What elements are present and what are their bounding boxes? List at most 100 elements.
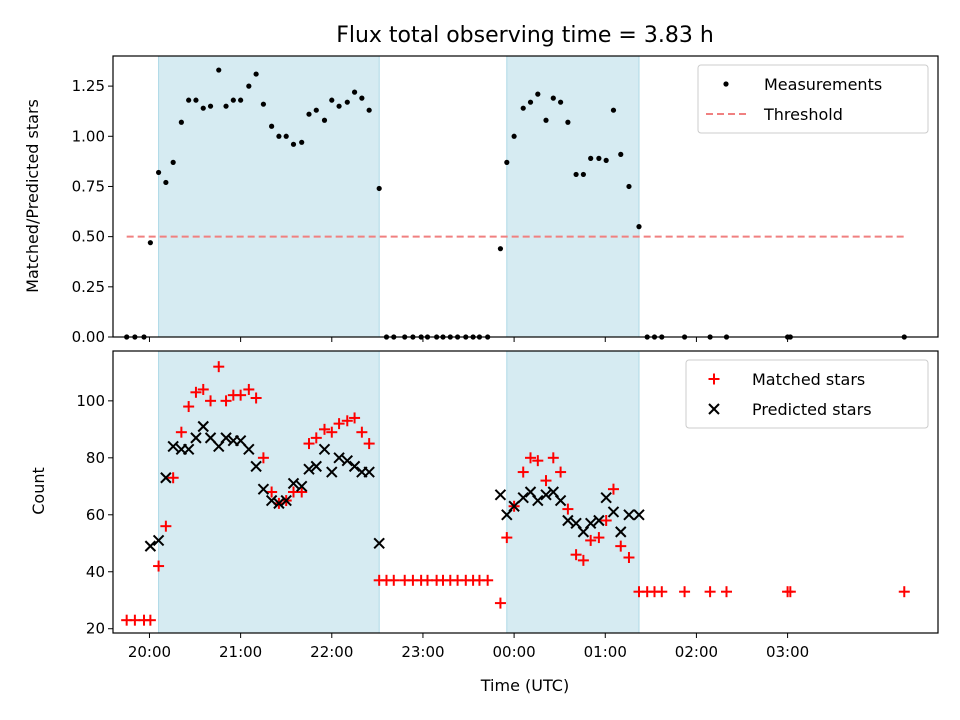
- matched-stars-point: [721, 586, 733, 598]
- measurement-point: [626, 183, 632, 190]
- predicted-stars-point: [295, 480, 308, 493]
- measurement-point: [283, 133, 289, 139]
- measurement-point: [223, 103, 229, 109]
- x-tick-label: 01:00: [584, 643, 627, 661]
- bottom-legend-box: [685, 359, 929, 429]
- matched-stars-point: [388, 574, 400, 586]
- measurement-point: [366, 107, 372, 113]
- matched-stars-point: [318, 423, 330, 435]
- predicted-stars-point: [326, 466, 338, 478]
- bottom-y-axis-label: Count: [29, 467, 48, 515]
- matched-stars-point: [250, 392, 262, 404]
- matched-stars-point: [349, 412, 361, 424]
- measurement-point: [588, 155, 594, 161]
- matched-stars-point: [784, 586, 796, 598]
- measurement-point: [603, 157, 609, 163]
- measurement-point: [306, 111, 312, 117]
- measurement-point: [535, 91, 541, 97]
- top-axes-frame: [112, 55, 939, 338]
- x-tick-label: 20:00: [128, 643, 171, 661]
- measurement-point: [580, 171, 586, 178]
- measurement-point: [543, 117, 549, 123]
- matched-stars-point: [494, 597, 506, 609]
- predicted-stars-point: [144, 540, 157, 552]
- matched-stars-point: [167, 472, 179, 484]
- measurement-point: [193, 97, 199, 103]
- matched-stars-point: [310, 432, 322, 444]
- legend-entry: Matched stars: [708, 370, 865, 389]
- bottom-y-tick-label: 60: [86, 506, 105, 524]
- matched-stars-point: [623, 552, 635, 564]
- predicted-stars-point: [303, 463, 315, 475]
- x-tick-label: 23:00: [401, 643, 444, 661]
- matched-stars-point: [303, 438, 315, 450]
- matched-stars-point: [266, 486, 278, 498]
- measurement-point: [504, 159, 510, 165]
- x-tick-label: 03:00: [766, 643, 809, 661]
- measurement-point: [230, 97, 236, 103]
- measurement-point: [238, 97, 244, 103]
- matched-stars-point: [577, 554, 589, 566]
- measurement-point: [290, 141, 297, 147]
- matched-stars-point: [482, 574, 494, 586]
- matched-stars-point: [341, 415, 353, 427]
- top-y-tick-label: 0.50: [72, 228, 105, 246]
- matched-stars-point: [326, 426, 338, 438]
- top-y-tick-label: 1.00: [72, 127, 105, 145]
- measurement-point: [200, 105, 206, 111]
- bottom-panel-plot: 20 40 60 80 100 20:00 21:00 22:00 23:00 00:00 01:0…: [76, 350, 939, 661]
- x-tick-label: 00:00: [492, 643, 535, 661]
- predicted-stars-point: [341, 454, 353, 467]
- predicted-stars-point: [197, 420, 209, 433]
- matched-stars-point: [153, 560, 165, 572]
- measurement-point: [329, 97, 335, 103]
- measurement-point: [155, 169, 162, 176]
- predicted-stars-point: [160, 472, 172, 484]
- matched-stars-point: [615, 540, 627, 552]
- predicted-stars-point: [280, 494, 292, 507]
- measurement-point: [596, 155, 602, 161]
- legend-entry: Measurements: [723, 75, 882, 94]
- matched-stars-point: [213, 361, 225, 373]
- matched-stars-point: [190, 386, 202, 398]
- matched-stars-point: [704, 586, 716, 598]
- measurement-point: [260, 101, 267, 107]
- matched-stars-point: [532, 455, 544, 467]
- top-y-tick-label: 1.25: [72, 77, 105, 95]
- legend-marker: [708, 403, 720, 415]
- bottom-y-tick-label: 80: [86, 449, 105, 467]
- measurement-point: [170, 159, 176, 165]
- measurement-point: [610, 107, 617, 113]
- top-legend-box: [697, 64, 929, 134]
- matched-stars-point: [363, 438, 375, 450]
- predicted-stars-point: [554, 494, 567, 507]
- top-y-tick-label: 0.75: [72, 177, 105, 195]
- legend-marker: [723, 81, 729, 87]
- matched-stars-point: [555, 466, 567, 478]
- predicted-stars-point: [167, 440, 179, 453]
- bottom-y-tick-label: 20: [86, 620, 105, 638]
- matched-stars-point: [547, 452, 559, 464]
- measurement-point: [497, 246, 504, 252]
- predicted-stars-point: [257, 483, 270, 495]
- legend-entry: Predicted stars: [708, 400, 872, 419]
- predicted-stars-point: [600, 491, 612, 504]
- predicted-stars-point: [318, 443, 331, 455]
- predicted-stars-point: [243, 443, 255, 455]
- predicted-stars-point: [182, 443, 195, 455]
- predicted-stars-point: [348, 460, 361, 473]
- predicted-stars-point: [152, 534, 165, 547]
- matched-stars-point: [898, 586, 910, 598]
- measurement-point: [178, 119, 184, 125]
- matched-stars-point: [220, 395, 232, 407]
- matched-stars-point: [600, 514, 612, 526]
- matched-stars-point: [607, 483, 619, 495]
- matched-stars-point: [183, 401, 195, 413]
- predicted-stars-point: [494, 489, 507, 501]
- measurement-point: [527, 99, 534, 105]
- measurement-point: [186, 97, 192, 103]
- bottom-legend: Matched stars Predicted stars: [685, 359, 929, 429]
- measurement-point: [573, 171, 579, 178]
- matched-stars-point: [144, 614, 156, 626]
